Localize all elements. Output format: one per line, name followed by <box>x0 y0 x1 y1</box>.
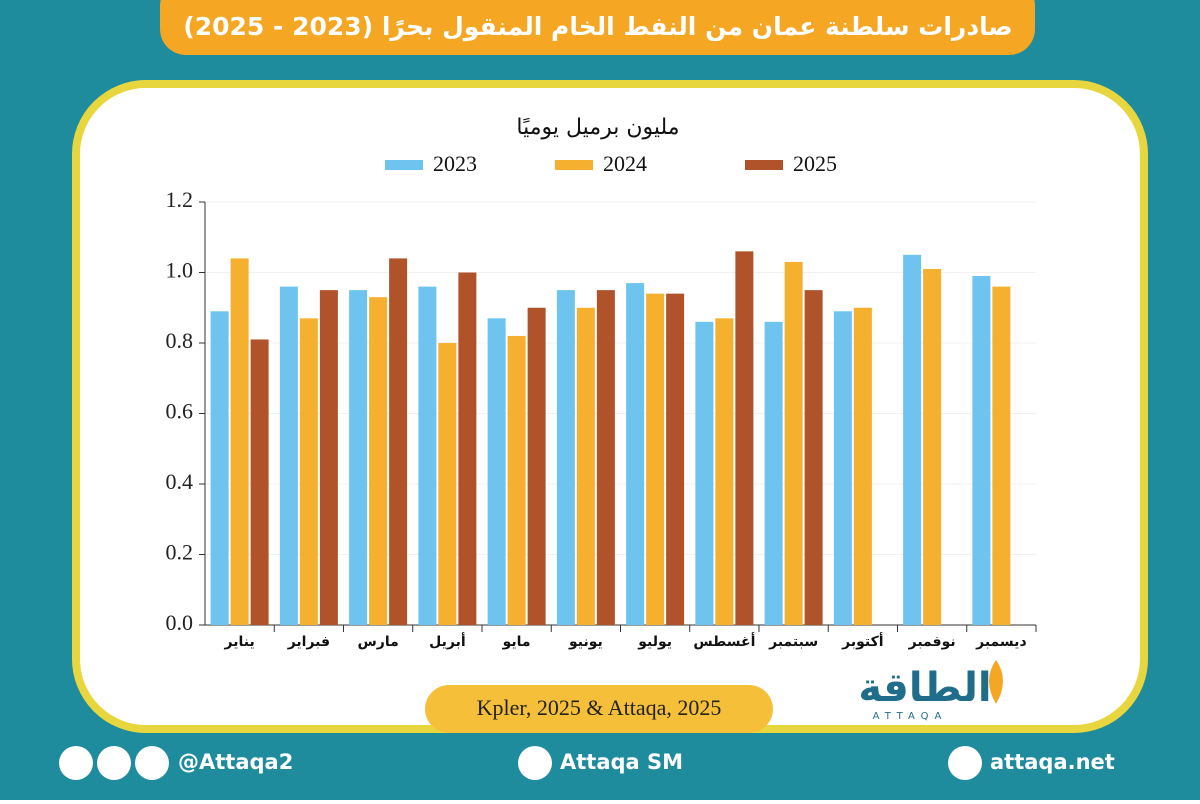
bar <box>576 307 595 625</box>
legend-label: 2025 <box>793 151 837 176</box>
social-handle[interactable]: @Attaqa2 <box>178 750 293 774</box>
instagram-icon[interactable] <box>97 746 131 780</box>
website[interactable]: attaqa.net <box>990 750 1115 774</box>
bar <box>715 318 734 625</box>
x-tick-label: ديسمبر <box>975 634 1027 650</box>
x-tick-label: أكتوبر <box>841 632 883 650</box>
x-tick-label: يونيو <box>568 634 603 650</box>
bar <box>250 339 269 625</box>
bar <box>833 311 852 625</box>
chart-title: صادرات سلطنة عمان من النفط الخام المنقول… <box>183 12 1012 42</box>
bar <box>695 321 714 625</box>
y-tick-label: 0.4 <box>166 469 194 494</box>
bar <box>349 290 368 625</box>
bar <box>853 307 872 625</box>
logo-latin: ATTAQA <box>873 711 948 722</box>
bar <box>418 286 437 625</box>
bar <box>369 297 388 625</box>
x-icon[interactable] <box>59 746 93 780</box>
bar <box>596 290 615 625</box>
facebook-icon[interactable] <box>135 746 169 780</box>
bar <box>992 286 1011 625</box>
bar <box>804 290 823 625</box>
bar <box>279 286 298 625</box>
title-banner <box>160 0 1035 55</box>
bar <box>972 276 991 625</box>
bar <box>764 321 783 625</box>
plot: 0.0 0.2 0.4 0.6 0.8 1.0 1.2 2023 2024 2025 يناير فب… <box>166 151 1037 650</box>
bar <box>784 261 803 625</box>
y-tick-label: 1.2 <box>166 187 194 212</box>
logo-text: الطاقة <box>858 665 991 711</box>
logo-drop <box>989 660 1003 704</box>
y-tick-label: 1.0 <box>166 258 194 283</box>
y-axis-title: مليون برميل يوميًا <box>516 115 679 140</box>
youtube-handle[interactable]: Attaqa SM <box>560 750 683 774</box>
x-tick-label: أبريل <box>429 632 466 650</box>
footer-icons <box>59 746 982 780</box>
y-tick-label: 0.6 <box>166 399 194 424</box>
bar <box>923 268 942 625</box>
bar <box>626 283 645 625</box>
source-pill <box>425 685 773 733</box>
x-tick-label: نوفمبر <box>908 634 956 650</box>
bar <box>556 290 575 625</box>
x-tick-label: مارس <box>357 634 398 650</box>
bar <box>735 251 754 625</box>
bar <box>487 318 506 625</box>
legend-label: 2023 <box>433 151 477 176</box>
x-tick-label: أغسطس <box>693 632 755 650</box>
bar <box>319 290 338 625</box>
legend-swatch <box>555 160 593 170</box>
legend-label: 2024 <box>603 151 647 176</box>
bar <box>527 307 546 625</box>
web-icon[interactable] <box>948 746 982 780</box>
bar <box>666 293 685 625</box>
y-tick-label: 0.0 <box>166 610 194 635</box>
x-tick-label: يوليو <box>637 634 672 650</box>
bar <box>507 335 526 625</box>
y-tick-label: 0.2 <box>166 540 194 565</box>
bar <box>299 318 318 625</box>
x-tick-label: مايو <box>502 634 531 650</box>
legend-swatch <box>745 160 783 170</box>
source: Kpler, 2025 & Attaqa, 2025 <box>477 695 722 720</box>
bar <box>210 311 229 625</box>
bar <box>903 254 922 625</box>
bar <box>230 258 249 625</box>
x-tick-label: فبراير <box>287 634 330 650</box>
youtube-icon[interactable] <box>518 746 552 780</box>
bar <box>646 293 665 625</box>
x-tick-label: سبتمبر <box>768 634 818 650</box>
x-tick-label: يناير <box>224 634 255 650</box>
bar <box>438 343 457 625</box>
legend-swatch <box>385 160 423 170</box>
y-tick-label: 0.8 <box>166 328 194 353</box>
bar <box>458 272 477 625</box>
bar <box>389 258 408 625</box>
